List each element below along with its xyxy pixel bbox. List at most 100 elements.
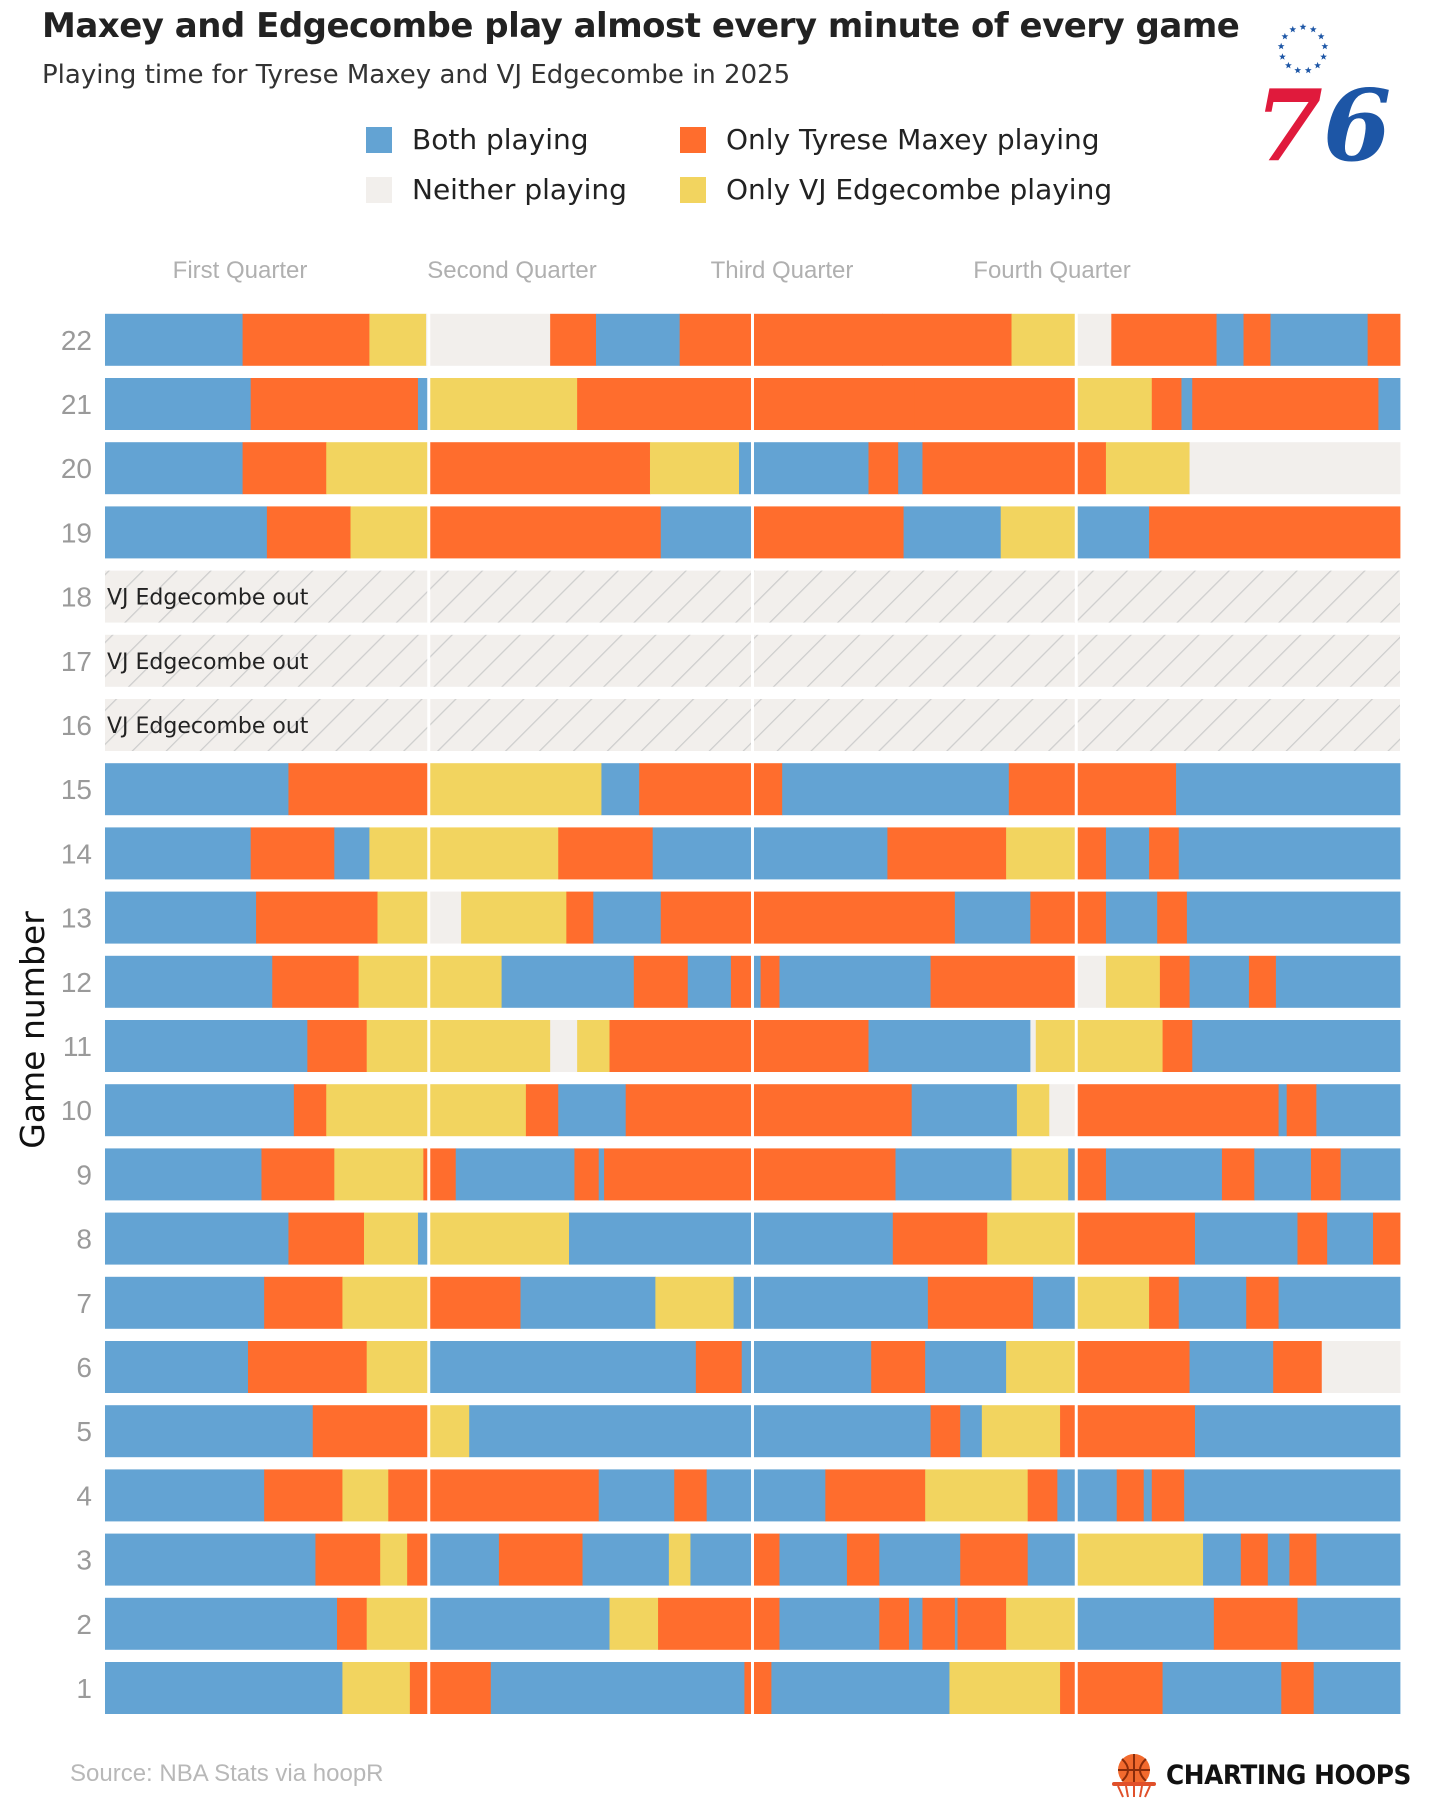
segment-M <box>957 1597 1007 1650</box>
segment-M <box>1030 891 1107 944</box>
segment-M <box>288 1212 365 1265</box>
segment-M <box>960 1533 1029 1586</box>
segment-B <box>660 506 753 559</box>
segment-B <box>105 1148 262 1201</box>
segment-M <box>625 1084 913 1137</box>
game-row <box>105 1469 1401 1522</box>
segment-E <box>987 1212 1077 1265</box>
segment-B <box>1189 1341 1274 1393</box>
segment-M <box>1289 1533 1317 1586</box>
legend-swatch-both <box>366 126 392 153</box>
segment-B <box>782 763 1010 816</box>
segment-M <box>674 1469 708 1522</box>
segment-E <box>949 1662 1061 1714</box>
segment-B <box>1340 1148 1401 1201</box>
segment-M <box>261 1148 335 1201</box>
segment-B <box>1189 955 1250 1008</box>
segment-M <box>264 1469 343 1522</box>
segment-B <box>652 827 888 880</box>
segment-M <box>288 763 430 816</box>
segment-B <box>1105 1148 1223 1201</box>
segment-B <box>954 1597 958 1650</box>
segment-E <box>366 1020 551 1072</box>
quarter-label: Fourth Quarter <box>973 257 1130 284</box>
segment-M <box>1273 1341 1323 1393</box>
segment-E <box>1011 1148 1069 1201</box>
segment-M <box>1281 1662 1315 1714</box>
segment-M <box>388 1469 600 1522</box>
segment-E <box>428 378 578 430</box>
segment-M <box>242 442 327 495</box>
segment-B <box>752 955 761 1008</box>
segment-E <box>428 1212 570 1265</box>
segment-M <box>922 442 1107 495</box>
out-label: VJ Edgecombe out <box>107 650 309 675</box>
segment-E <box>1035 1020 1163 1072</box>
segment-M <box>639 763 783 816</box>
segment-M <box>272 955 359 1008</box>
segment-M <box>337 1597 368 1650</box>
segment-B <box>105 1469 265 1522</box>
segment-E <box>1006 1341 1077 1393</box>
sixers-logo-icon: 76 <box>1260 23 1390 164</box>
segment-M <box>558 827 654 880</box>
segment-B <box>105 891 257 944</box>
segment-B <box>1105 891 1158 944</box>
segment-E <box>649 442 740 495</box>
segment-M <box>1243 313 1271 366</box>
segment-M <box>879 1597 910 1650</box>
segment-M <box>1076 1212 1196 1265</box>
segment-E <box>577 1020 610 1072</box>
legend-item-only-maxey: Only Tyrese Maxey playing <box>680 123 1100 156</box>
legend-swatch-neither <box>366 176 392 203</box>
source-note: Source: NBA Stats via hoopR <box>70 1760 384 1787</box>
logo-star-icon <box>1317 32 1325 40</box>
segment-B <box>1203 1533 1242 1586</box>
game-number-label: 2 <box>76 1609 92 1640</box>
segment-B <box>469 1405 931 1458</box>
logo-star-icon <box>1281 32 1289 40</box>
segment-M <box>887 827 1007 880</box>
segment-M <box>566 891 594 944</box>
segment-B <box>1178 827 1401 880</box>
segment-M <box>315 1533 381 1586</box>
logo-star-icon <box>1284 61 1292 69</box>
segment-B <box>105 1020 308 1072</box>
logo-star-icon <box>1321 42 1329 50</box>
game-row <box>105 891 1401 944</box>
segment-B <box>1027 1533 1077 1586</box>
segment-B <box>1057 1469 1118 1522</box>
segment-B <box>1143 1469 1153 1522</box>
segment-M <box>525 1084 559 1137</box>
segment-B <box>1313 1662 1401 1714</box>
game-number-label: 8 <box>76 1224 92 1255</box>
segment-E <box>364 1212 419 1265</box>
segment-M <box>1310 1148 1342 1201</box>
segment-B <box>596 313 681 366</box>
game-number-label: 15 <box>61 774 92 805</box>
legend-label-only-edgecombe: Only VJ Edgecombe playing <box>726 173 1113 206</box>
game-number-label: 21 <box>61 389 92 420</box>
segment-M <box>256 891 378 944</box>
segment-B <box>1327 1212 1374 1265</box>
y-axis-label: Game number <box>13 911 52 1149</box>
segment-M <box>1151 1469 1185 1522</box>
segment-E <box>1105 955 1161 1008</box>
segment-B <box>593 891 662 944</box>
segment-B <box>105 1405 314 1458</box>
segment-B <box>1186 891 1401 944</box>
segment-B <box>706 1469 826 1522</box>
segment-B <box>1068 1148 1077 1201</box>
segment-M <box>1076 1148 1107 1201</box>
legend-swatch-only-edgecombe <box>680 176 706 203</box>
segment-M <box>1060 1405 1196 1458</box>
segment-M <box>679 313 883 366</box>
game-number-label: 13 <box>61 903 92 934</box>
segment-M <box>264 1276 343 1329</box>
game-row <box>105 827 1401 880</box>
segment-B <box>1270 313 1369 366</box>
segment-E <box>326 442 430 495</box>
segment-M <box>1162 1020 1193 1072</box>
segment-M <box>428 442 651 495</box>
out-label: VJ Edgecombe out <box>107 714 309 739</box>
